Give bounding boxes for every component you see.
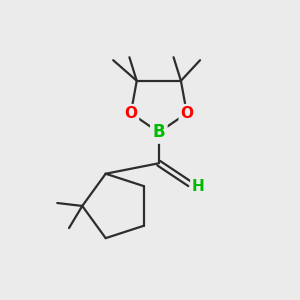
Text: B: B: [152, 123, 165, 141]
Text: O: O: [180, 106, 193, 121]
Text: H: H: [192, 179, 204, 194]
Text: O: O: [124, 106, 137, 121]
